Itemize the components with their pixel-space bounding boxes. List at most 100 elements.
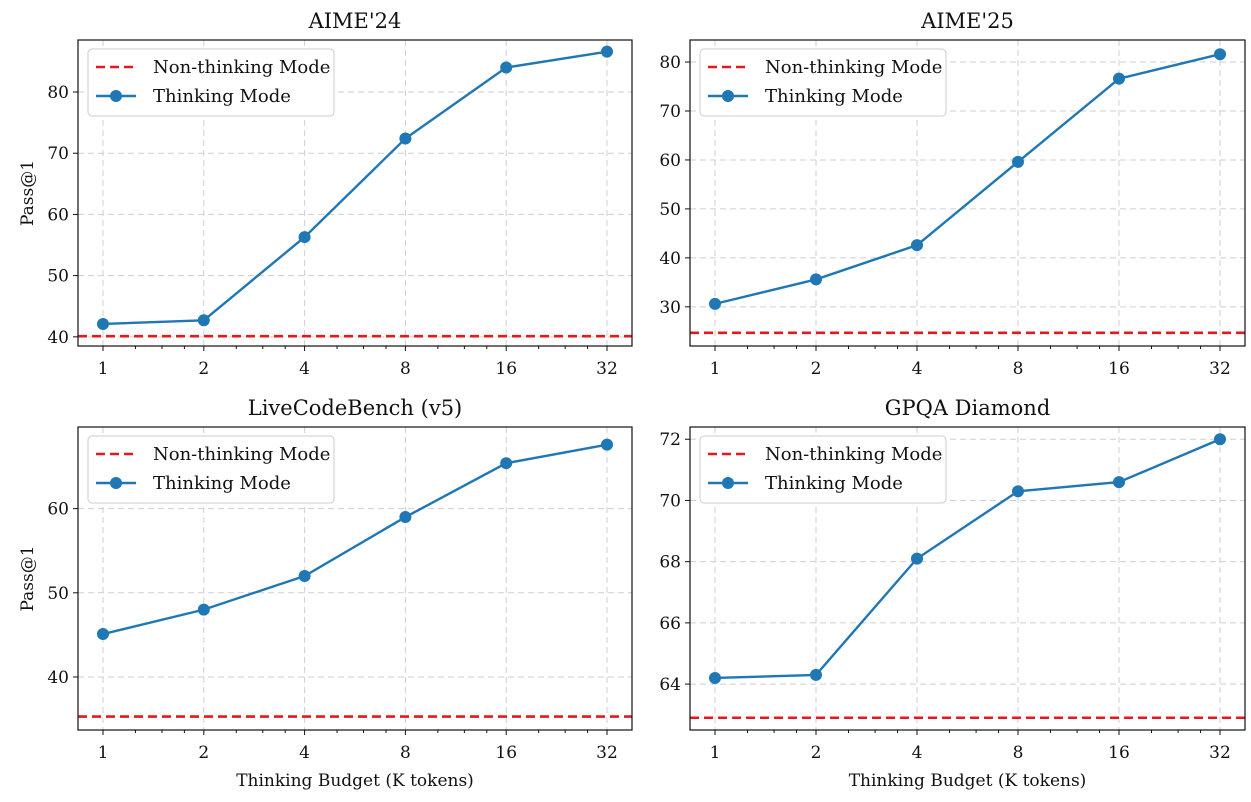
legend-marker [110, 90, 122, 102]
x-tick-label: 2 [198, 359, 209, 379]
legend-label: Thinking Mode [153, 86, 291, 107]
x-tick-label: 16 [495, 359, 517, 379]
data-point [399, 132, 412, 145]
x-tick-label: 2 [811, 743, 822, 763]
x-tick-label: 1 [710, 743, 721, 763]
y-tick-label: 70 [659, 491, 681, 511]
chart-title: LiveCodeBench (v5) [248, 396, 463, 420]
legend-label: Non-thinking Mode [765, 444, 942, 465]
legend-marker [722, 90, 734, 102]
data-point [911, 239, 923, 252]
x-tick-label: 1 [98, 743, 109, 763]
legend-box [87, 435, 335, 504]
chart-panel-livecodebench-v5: 1 2 4 8 16 32 40 50 60 LiveCodeBench (v5) Pass@1 Th… [18, 396, 633, 791]
data-point [500, 457, 513, 470]
chart-title: AIME'25 [920, 9, 1014, 33]
series-line-thinking-mode [714, 438, 1221, 680]
data-point [709, 671, 721, 684]
x-tick-label: 1 [98, 359, 109, 379]
data-point [298, 569, 311, 582]
x-tick-label: 2 [198, 743, 209, 763]
series-thinking-mode [97, 438, 613, 641]
x-tick-label: 32 [596, 359, 618, 379]
x-tick-label: 32 [1209, 743, 1231, 763]
data-point [399, 511, 412, 524]
x-tick-label: 32 [596, 743, 618, 763]
data-point [197, 603, 210, 616]
series-line-thinking-mode [714, 53, 1221, 306]
data-point [1012, 485, 1024, 498]
x-axis-label: Thinking Budget (K tokens) [236, 771, 474, 791]
y-axis-label: Pass@1 [18, 160, 38, 226]
x-tick-label: 8 [400, 743, 411, 763]
legend-marker [110, 477, 122, 489]
legend-label: Non-thinking Mode [153, 57, 330, 78]
plot-frame [689, 426, 1246, 731]
legend-box [87, 48, 335, 117]
legend-box [699, 435, 947, 504]
y-tick-label: 40 [47, 328, 69, 348]
data-point [1113, 476, 1125, 489]
y-tick-label: 40 [659, 249, 681, 269]
chart-title: AIME'24 [308, 9, 402, 33]
series-line-thinking-mode [102, 50, 608, 326]
x-tick-label: 32 [1209, 359, 1231, 379]
legend: Non-thinking Mode Thinking Mode [87, 435, 335, 504]
legend-label: Thinking Mode [765, 86, 903, 107]
legend: Non-thinking Mode Thinking Mode [699, 435, 947, 504]
plot-frame [77, 39, 633, 347]
data-point [197, 314, 210, 327]
series-thinking-mode [709, 433, 1226, 684]
y-tick-label: 50 [659, 200, 681, 220]
data-point [1012, 155, 1024, 168]
x-tick-label: 8 [1013, 743, 1024, 763]
data-point [298, 231, 311, 244]
data-point [97, 628, 109, 641]
data-point [1214, 433, 1226, 446]
data-point [911, 552, 923, 565]
y-tick-label: 30 [659, 298, 681, 318]
y-tick-label: 70 [659, 102, 681, 122]
y-tick-label: 64 [659, 675, 681, 695]
legend: Non-thinking Mode Thinking Mode [87, 48, 335, 117]
y-tick-label: 70 [47, 144, 69, 164]
y-tick-label: 68 [659, 553, 681, 573]
y-tick-label: 50 [47, 267, 69, 287]
y-tick-label: 60 [659, 151, 681, 171]
x-tick-label: 4 [299, 359, 310, 379]
x-tick-label: 8 [400, 359, 411, 379]
legend: Non-thinking Mode Thinking Mode [699, 48, 947, 117]
chart-title: GPQA Diamond [885, 396, 1051, 420]
series-line-thinking-mode [102, 443, 608, 636]
x-tick-label: 2 [811, 359, 822, 379]
x-tick-label: 8 [1013, 359, 1024, 379]
data-point [601, 45, 613, 58]
chart-panel-gpqa-diamond: 1 2 4 8 16 32 64 66 68 70 72 GPQA Diamond Thinking B… [659, 396, 1246, 791]
x-tick-label: 1 [710, 359, 721, 379]
y-tick-label: 60 [47, 500, 69, 520]
data-point [810, 273, 822, 286]
data-point [1214, 48, 1226, 61]
y-axis-label: Pass@1 [18, 545, 38, 611]
series-thinking-mode [709, 48, 1226, 310]
data-point [810, 668, 822, 681]
data-point [709, 297, 721, 310]
plot-frame [689, 39, 1246, 347]
y-tick-label: 80 [47, 83, 69, 103]
legend-box [699, 48, 947, 117]
x-tick-label: 16 [1108, 743, 1130, 763]
plot-frame [77, 426, 633, 731]
y-tick-label: 60 [47, 205, 69, 225]
legend-marker [722, 477, 734, 489]
y-tick-label: 50 [47, 584, 69, 604]
x-tick-label: 4 [912, 743, 923, 763]
y-tick-label: 40 [47, 668, 69, 688]
data-point [97, 317, 109, 330]
y-tick-label: 80 [659, 53, 681, 73]
x-tick-label: 16 [495, 743, 517, 763]
legend-label: Thinking Mode [153, 473, 291, 494]
x-tick-label: 4 [912, 359, 923, 379]
chart-panel-aime-24: 1 2 4 8 16 32 40 50 60 70 80 AIME'24 Pass@1 Non-think… [18, 9, 633, 379]
x-tick-label: 4 [299, 743, 310, 763]
